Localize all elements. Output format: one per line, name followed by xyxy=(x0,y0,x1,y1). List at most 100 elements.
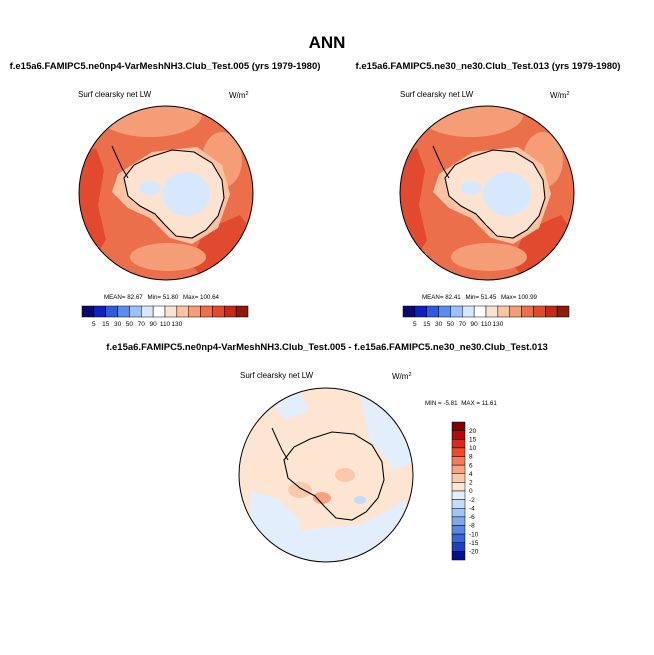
colorbar-swatch xyxy=(509,305,522,318)
colorbar-tick-label: 130 xyxy=(171,321,182,328)
colorbar-swatch xyxy=(402,305,416,318)
colorbar-swatch xyxy=(545,305,558,318)
case-title-b: f.e15a6.FAMIPC5.ne30_ne30.Club_Test.013 … xyxy=(356,61,621,72)
colorbar-swatch xyxy=(450,305,463,318)
colorbar-tick-label: 8 xyxy=(469,454,473,461)
colorbar-tick-label: 110 xyxy=(481,321,492,328)
colorbar-tick-label: -4 xyxy=(469,505,475,512)
map-a xyxy=(79,106,253,280)
colorbar-tick-label: 15 xyxy=(102,321,110,328)
colorbar-swatch xyxy=(462,305,475,318)
colorbar-swatch xyxy=(451,551,466,561)
antarctic-coastline-diff xyxy=(283,431,385,521)
colorbar-swatch xyxy=(556,305,570,318)
colorbar-swatch xyxy=(451,542,466,552)
units-label-a: W/m2 xyxy=(229,91,249,100)
panel-model-b: f.e15a6.FAMIPC5.ne30_ne30.Club_Test.013 … xyxy=(356,61,621,328)
colorbar-tick-label: 70 xyxy=(459,321,467,328)
colorbar-swatch xyxy=(451,464,466,474)
colorbar-swatch xyxy=(93,305,106,318)
colorbar-swatch xyxy=(451,533,466,543)
colorbar-swatch xyxy=(188,305,201,318)
colorbar-tick-label: 130 xyxy=(492,321,503,328)
colorbar-swatch xyxy=(451,421,466,431)
colorbar-tick-label: 15 xyxy=(469,436,477,443)
colorbar-tick-label: 6 xyxy=(469,462,473,469)
colorbar-swatch xyxy=(451,439,466,449)
diff-warm-patch-1 xyxy=(288,482,312,498)
colorbar-swatch xyxy=(451,430,466,440)
map-border-b xyxy=(399,105,575,281)
panel-difference: f.e15a6.FAMIPC5.ne0np4-VarMeshNH3.Club_T… xyxy=(106,342,548,563)
colorbar-tick-label: 70 xyxy=(138,321,146,328)
colorbar-tick-label: 50 xyxy=(126,321,134,328)
west-cold-a xyxy=(139,181,161,195)
colorbar-tick-label: 110 xyxy=(160,321,171,328)
panel-model-a: f.e15a6.FAMIPC5.ne0np4-VarMeshNH3.Club_T… xyxy=(10,61,321,328)
variable-label-a: Surf clearsky net LW xyxy=(78,90,152,99)
case-title-diff: f.e15a6.FAMIPC5.ne0np4-VarMeshNH3.Club_T… xyxy=(106,342,548,353)
colorbar-tick-label: 30 xyxy=(114,321,122,328)
variable-label-diff: Surf clearsky net LW xyxy=(240,371,314,380)
colorbar-swatch xyxy=(414,305,427,318)
colorbar-swatch xyxy=(451,447,466,457)
plateau-cold-a xyxy=(162,172,210,216)
units-label-diff: W/m2 xyxy=(392,372,412,381)
colorbar-tick-label: 10 xyxy=(469,445,477,452)
colorbar-swatch xyxy=(164,305,178,318)
colorbar-swatch xyxy=(224,305,237,318)
sea-ice-north-b xyxy=(419,106,523,137)
colorbar-swatch xyxy=(451,499,466,509)
minmax-stat-diff: MIN = -5.81 MAX = 11.61 xyxy=(425,400,497,407)
plateau-cold-b xyxy=(483,172,531,216)
colorbar-swatch xyxy=(235,305,249,318)
colorbar-swatch xyxy=(533,305,546,318)
diff-warm-patch-3 xyxy=(335,468,355,482)
colorbar-tick-label: 4 xyxy=(469,471,473,478)
map-diff xyxy=(239,388,413,562)
colorbar-tick-label: -10 xyxy=(469,531,479,538)
colorbar-swatch xyxy=(117,305,130,318)
variable-label-b: Surf clearsky net LW xyxy=(400,90,474,99)
case-title-a: f.e15a6.FAMIPC5.ne0np4-VarMeshNH3.Club_T… xyxy=(10,61,321,72)
colorbar-swatch xyxy=(141,305,154,318)
colorbar-tick-label: 90 xyxy=(150,321,158,328)
units-label-b: W/m2 xyxy=(550,91,570,100)
colorbar-swatch xyxy=(451,508,466,518)
colorbar-swatch xyxy=(200,305,213,318)
sea-ice-south-b xyxy=(451,243,527,271)
colorbar-swatch xyxy=(212,305,225,318)
colorbar-swatch xyxy=(521,305,534,318)
sea-ice-north-a xyxy=(98,106,202,137)
colorbar-tick-label: 90 xyxy=(471,321,479,328)
colorbar-tick-label: 5 xyxy=(92,321,96,328)
peninsula-coast-diff xyxy=(271,427,289,461)
colorbar-swatch xyxy=(451,456,466,466)
map-border-a xyxy=(78,105,254,281)
colorbar-swatch xyxy=(438,305,451,318)
colorbar-tick-label: -20 xyxy=(469,549,479,556)
colorbar-tick-label: 50 xyxy=(447,321,455,328)
colorbar-swatch xyxy=(497,305,510,318)
colorbar-swatch xyxy=(451,473,466,483)
colorbar-swatch xyxy=(451,516,466,526)
colorbar-tick-label: 5 xyxy=(413,321,417,328)
peninsula-coast-b xyxy=(432,145,450,179)
colorbar-swatch xyxy=(451,525,466,535)
colorbar-swatch xyxy=(129,305,142,318)
colorbar-b: 5 15 30 50 70 90 110 130 xyxy=(402,305,570,328)
colorbar-swatch xyxy=(473,305,487,318)
colorbar-tick-label: 30 xyxy=(435,321,443,328)
colorbar-swatch xyxy=(451,482,466,492)
colorbar-swatch xyxy=(426,305,439,318)
colorbar-tick-label: -8 xyxy=(469,523,475,530)
figure-title: ANN xyxy=(309,33,346,52)
colorbar-swatch xyxy=(485,305,499,318)
colorbar-swatch xyxy=(176,305,189,318)
peninsula-coast-a xyxy=(111,145,129,179)
diff-cool-patch-1 xyxy=(354,496,366,504)
mean-stat-a: MEAN= 82.67 Min= 51.80 Max= 100.64 xyxy=(104,294,220,301)
colorbar-tick-label: 2 xyxy=(469,480,473,487)
